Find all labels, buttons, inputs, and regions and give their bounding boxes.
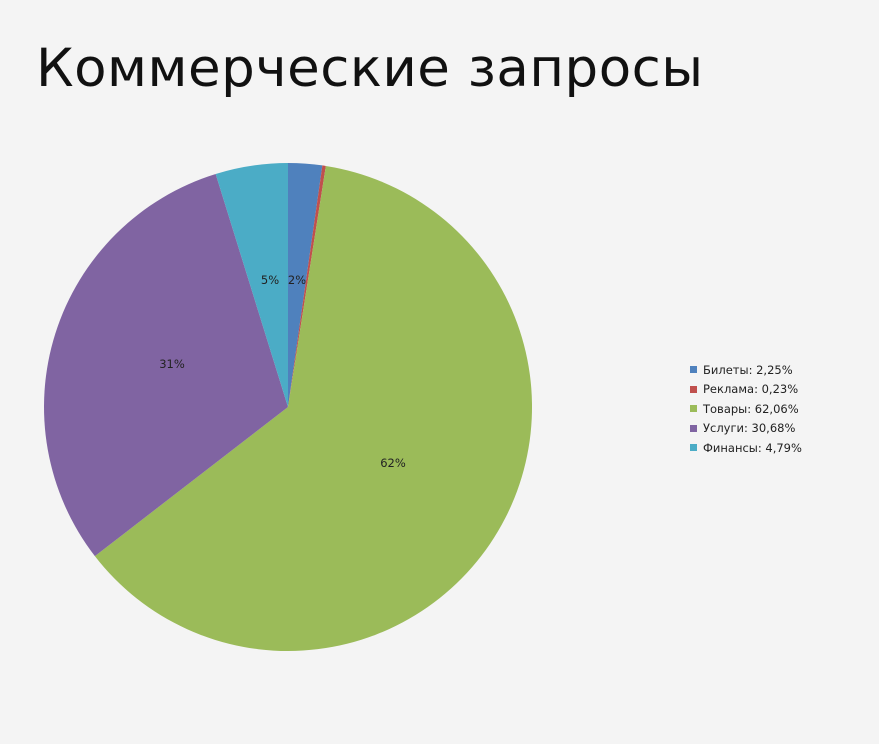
legend-item-1: Билеты: 2,25% — [690, 360, 802, 380]
legend-label: Товары: 62,06% — [703, 401, 799, 416]
legend-swatch — [690, 385, 697, 393]
data-label-5: 5% — [261, 273, 279, 287]
legend-label: Реклама: 0,23% — [703, 382, 799, 397]
legend-swatch — [690, 444, 697, 452]
slide-title: Коммерческие запросы — [36, 38, 704, 99]
legend-label: Услуги: 30,68% — [703, 421, 796, 436]
pie-slice-1 — [288, 163, 323, 407]
legend-label: Финансы: 4,79% — [703, 440, 802, 455]
data-label-1: 2% — [288, 273, 306, 287]
legend: Билеты: 2,25% Реклама: 0,23% Товары: 62,06… — [690, 360, 802, 458]
legend-swatch — [690, 424, 697, 432]
data-label-3: 62% — [380, 456, 406, 470]
pie-slice-3 — [94, 165, 533, 652]
legend-item-3: Товары: 62,06% — [690, 399, 802, 419]
legend-label: Билеты: 2,25% — [703, 362, 793, 377]
pie-slice-2 — [288, 165, 326, 407]
legend-item-4: Услуги: 30,68% — [690, 419, 802, 439]
legend-swatch — [690, 366, 697, 374]
pie-slice-4 — [44, 173, 289, 557]
data-label-4: 31% — [159, 357, 185, 371]
legend-item-5: Финансы: 4,79% — [690, 438, 802, 458]
pie-slice-5 — [215, 163, 288, 407]
legend-swatch — [690, 405, 697, 413]
legend-item-2: Реклама: 0,23% — [690, 380, 802, 400]
